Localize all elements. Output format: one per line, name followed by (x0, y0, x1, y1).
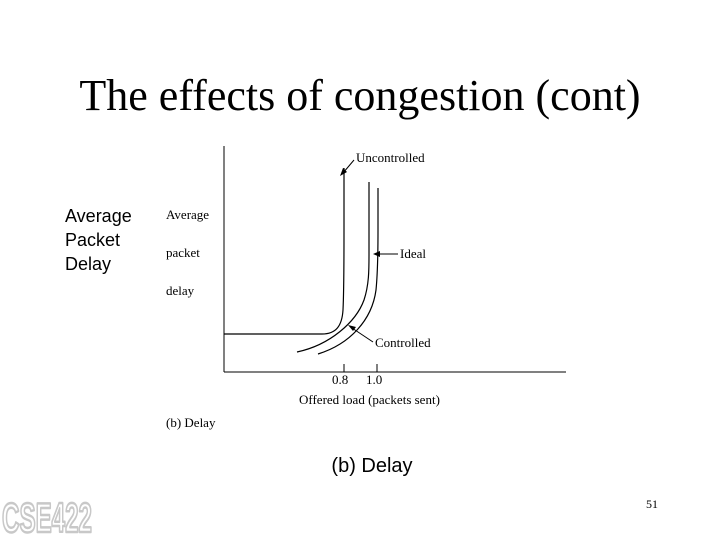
annotation-uncontrolled: Uncontrolled (356, 150, 425, 165)
series-line-ideal (296, 182, 370, 353)
arrowhead-uncontrolled (340, 168, 347, 176)
x-axis-label: Offered load (packets sent) (299, 392, 440, 407)
annotation-controlled: Controlled (375, 335, 431, 350)
course-logo: CSE422 (1, 493, 94, 538)
annotation-ideal: Ideal (400, 246, 426, 261)
side-axis-label: Average Packet Delay (65, 204, 132, 276)
y-label-line-2: packet (166, 245, 200, 260)
course-logo-text: CSE422 (2, 494, 92, 538)
y-label-line-1: Average (166, 207, 209, 222)
series-line-uncontrolled (224, 168, 345, 335)
side-label-line-2: Packet (65, 230, 121, 250)
arrowhead-ideal (373, 251, 380, 257)
series-line-controlled (317, 188, 379, 355)
x-tick-label-0-8: 0.8 (332, 372, 348, 387)
figure-caption: (b) Delay (166, 415, 216, 430)
x-tick-label-1-0: 1.0 (366, 372, 382, 387)
y-label-line-3: delay (166, 283, 195, 298)
slide-caption: (b) Delay (331, 455, 413, 477)
arrowhead-controlled (348, 325, 356, 331)
side-label-line-1: Average (65, 206, 132, 226)
slide-title: The effects of congestion (cont) (79, 71, 641, 120)
side-label-line-3: Delay (65, 254, 112, 274)
arrow-controlled (351, 327, 374, 343)
page-number: 51 (646, 497, 658, 511)
